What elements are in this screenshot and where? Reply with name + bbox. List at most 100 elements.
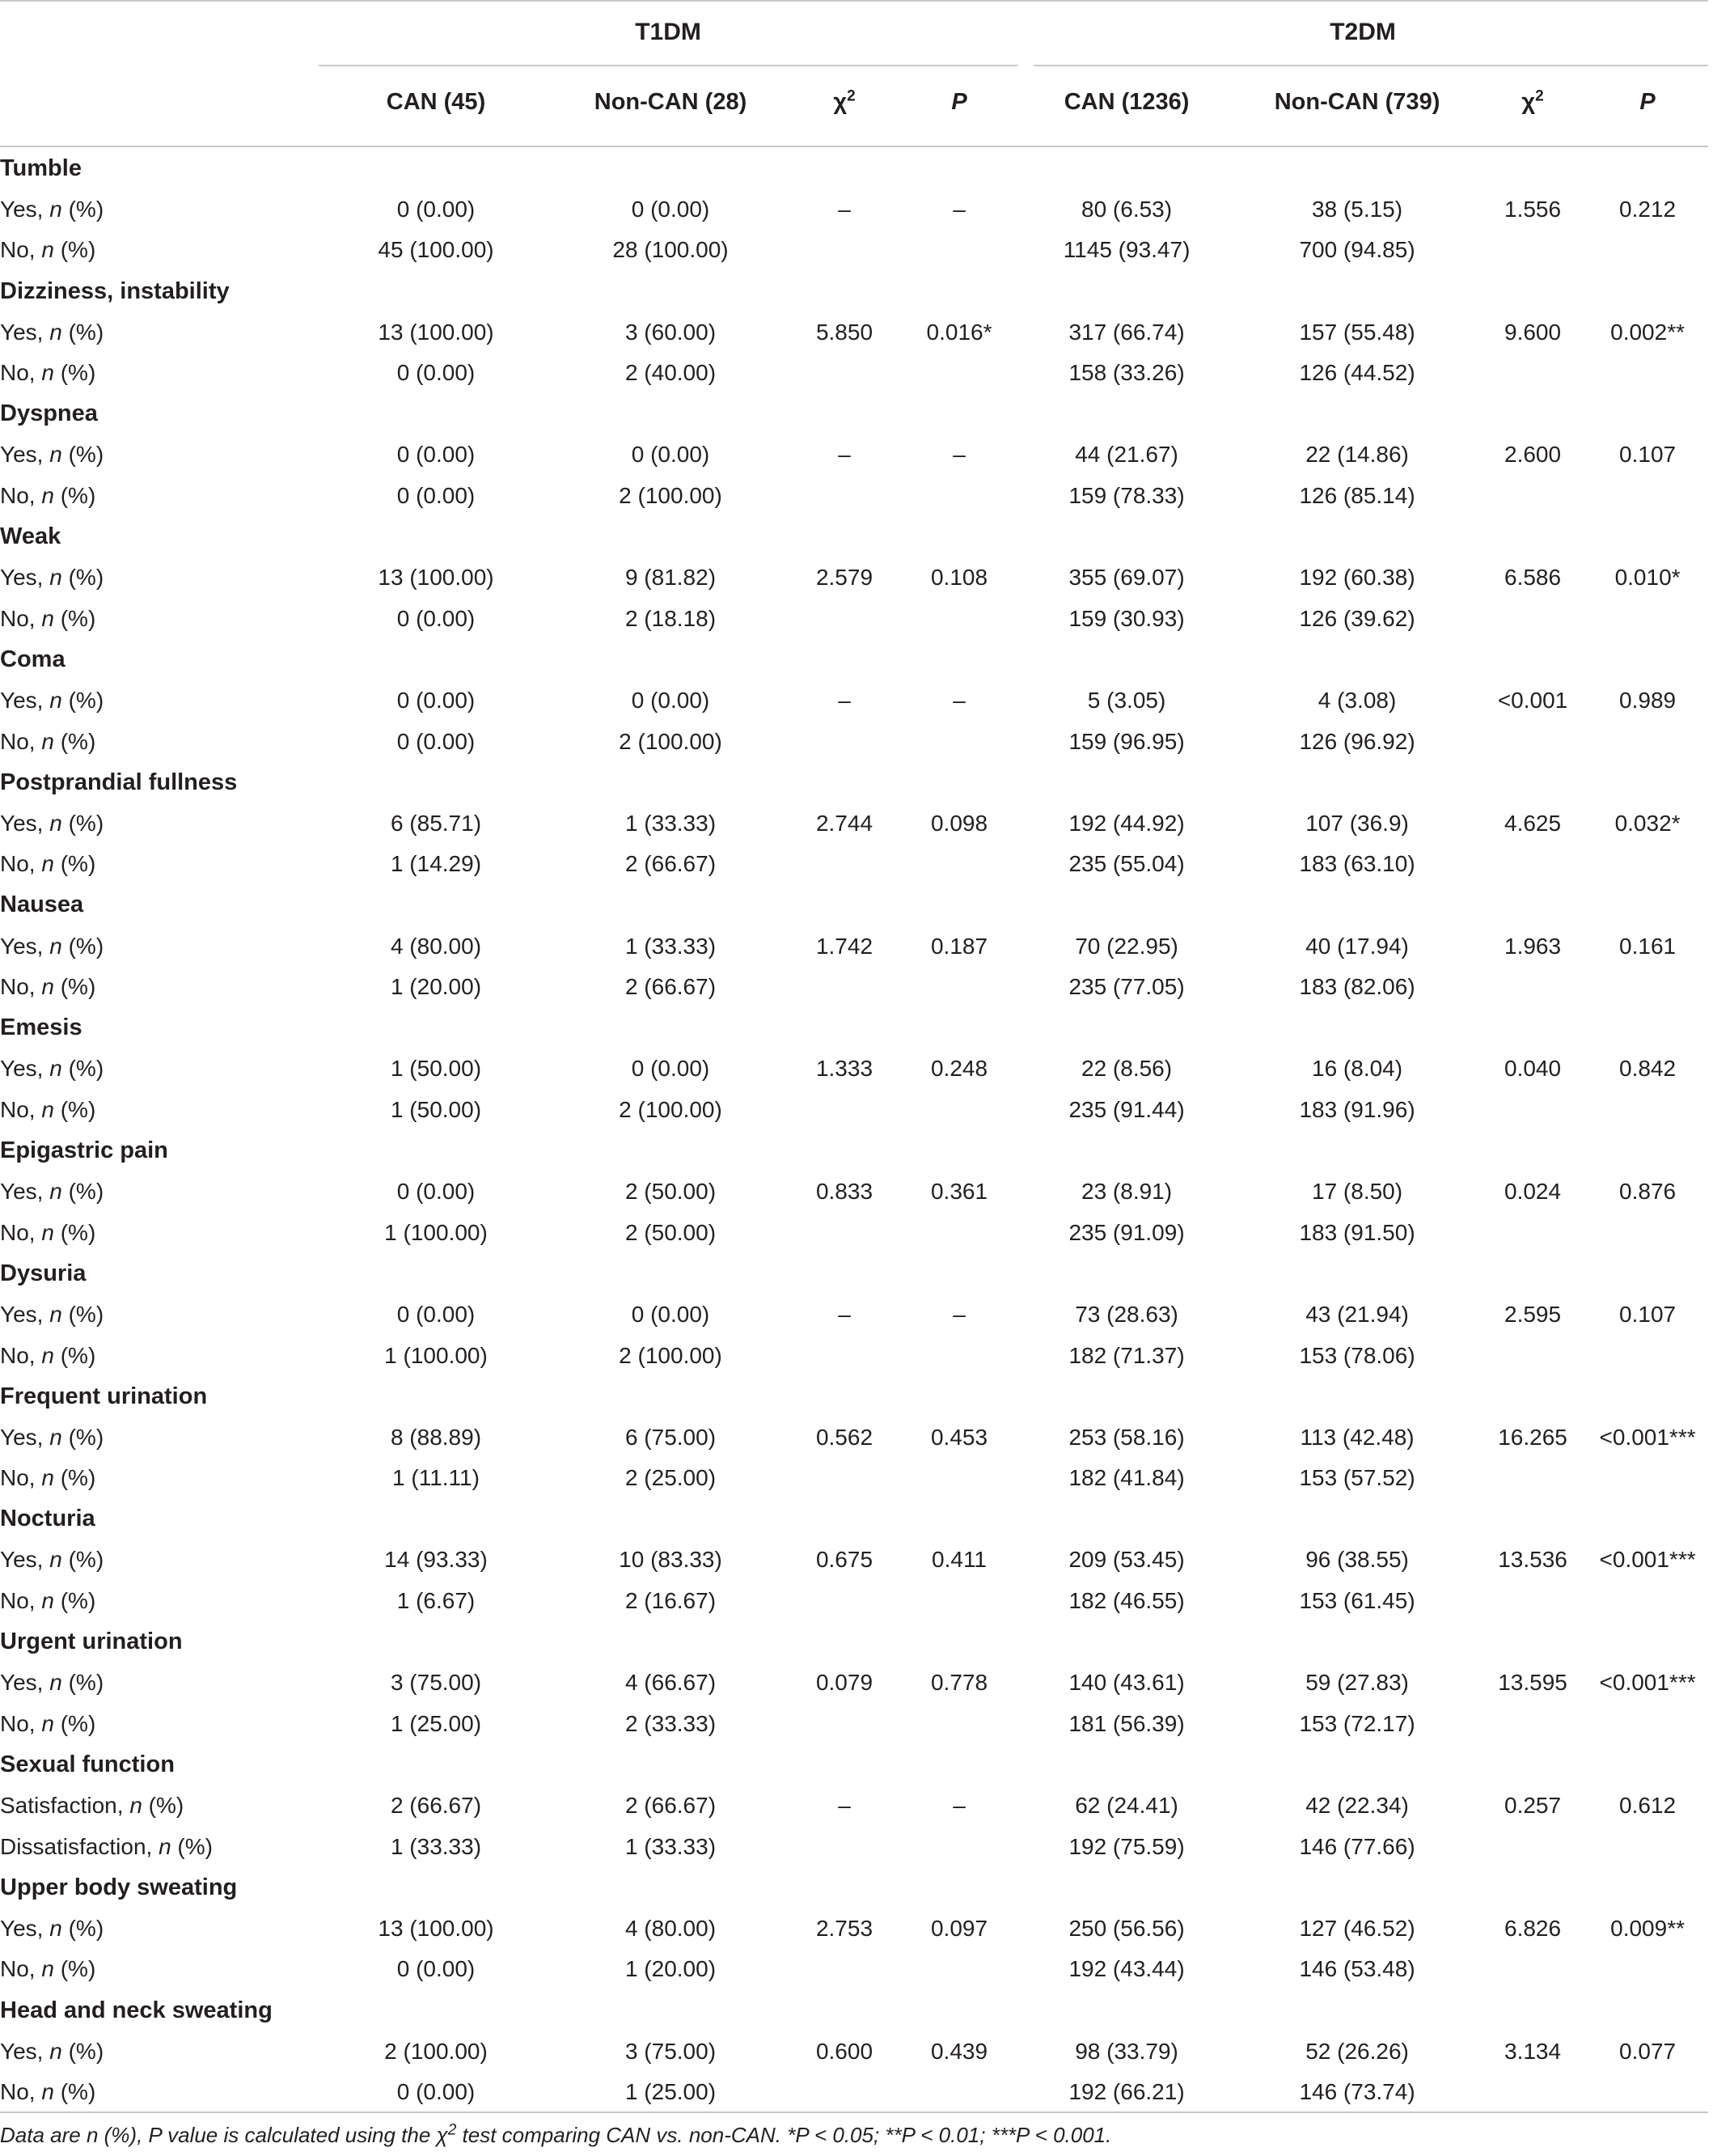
table-cell: 2 (40.00) (624, 360, 717, 386)
row-label-pre: No, (0, 1219, 42, 1245)
table-cell (1587, 844, 1708, 885)
row-label-n: n (41, 974, 54, 1000)
table-cell: 6 (85.71) (390, 810, 482, 836)
row-label-pre: Yes, (0, 810, 50, 836)
table-cell: 235 (91.44) (1068, 1096, 1185, 1122)
table-cell: 2 (16.67) (624, 1588, 717, 1614)
row-label-post: (%) (61, 933, 104, 959)
row-label-pre: Yes, (0, 688, 50, 714)
table-cell (788, 1090, 901, 1131)
row-label: Yes, n (%) (0, 311, 319, 353)
data-table: T1DM T2DM CAN (45) Non-CAN (28) χ2 P CAN (12… (0, 19, 1708, 2113)
table-cell: – (838, 1301, 851, 1327)
table-cell: 2.600 (1504, 442, 1562, 468)
table-cell: 192 (43.44) (1068, 1956, 1185, 1982)
table-row: Yes, n (%) 13 (100.00) 4 (80.00) 2.753 0.097… (0, 1908, 1708, 1950)
table-cell: 355 (69.07) (1068, 565, 1185, 591)
table-cell: 9.600 (1504, 319, 1562, 345)
table-cell (1478, 353, 1587, 394)
table-cell (901, 230, 1017, 271)
table-cell: 22 (14.86) (1305, 442, 1409, 468)
table-cell: 4 (80.00) (624, 1915, 717, 1941)
row-label: No, n (%) (0, 1458, 319, 1499)
row-label-pre: Yes, (0, 933, 50, 959)
table-cell: <0.001*** (1599, 1670, 1696, 1696)
table-cell: 2 (66.67) (624, 974, 717, 1000)
table-cell: – (953, 1301, 966, 1327)
row-label-pre: No, (0, 974, 42, 1000)
table-cell: 28 (100.00) (612, 237, 729, 263)
section-row: Emesis (0, 1007, 1708, 1048)
table-cell: 0.675 (815, 1547, 873, 1573)
table-cell: 0.562 (815, 1424, 873, 1450)
table-cell: – (838, 688, 851, 714)
row-label: No, n (%) (0, 476, 319, 517)
row-label-n: n (49, 1301, 62, 1327)
row-label-pre: Yes, (0, 1179, 50, 1205)
section-title: Tumble (0, 155, 82, 181)
row-label: No, n (%) (0, 2072, 319, 2113)
table-cell (1478, 1458, 1587, 1499)
table-cell (901, 1581, 1017, 1622)
section-row: Dyspnea (0, 394, 1708, 435)
table-cell (1478, 2072, 1587, 2113)
table-cell: 59 (27.83) (1305, 1670, 1409, 1696)
table-cell: 8 (88.89) (390, 1424, 482, 1450)
table-cell (901, 1090, 1017, 1131)
table-cell: 4 (3.08) (1318, 688, 1397, 714)
row-label-n: n (49, 1056, 62, 1082)
table-cell: 22 (8.56) (1081, 1056, 1173, 1082)
row-label: Satisfaction, n (%) (0, 1785, 319, 1827)
row-label-post: (%) (61, 688, 104, 714)
row-label-post: (%) (61, 1056, 104, 1082)
section-title: Nocturia (0, 1506, 95, 1532)
section-title: Dyspnea (0, 400, 98, 427)
section-row: Postprandial fullness (0, 762, 1708, 803)
table-cell: 1 (33.33) (624, 1833, 717, 1859)
table-cell (788, 353, 901, 394)
table-cell (788, 844, 901, 885)
table-cell: <0.001 (1497, 688, 1568, 714)
row-label-n: n (49, 196, 62, 222)
row-label-n: n (129, 1793, 142, 1819)
section-title: Epigastric pain (0, 1137, 168, 1164)
row-label-post: (%) (61, 1547, 104, 1573)
table-row: No, n (%) 1 (100.00) 2 (100.00) 182 (71.37)… (0, 1335, 1708, 1376)
table-row: No, n (%) 0 (0.00) 2 (18.18) 159 (30.93) 126… (0, 599, 1708, 640)
column-header: χ2 (1478, 65, 1587, 140)
table-cell: 3 (60.00) (624, 319, 717, 345)
table-cell: 1 (20.00) (624, 1956, 717, 1982)
row-label-n: n (41, 605, 54, 631)
column-header-superscript: 2 (847, 87, 856, 105)
table-cell (788, 1335, 901, 1376)
table-cell: 153 (61.45) (1299, 1588, 1415, 1614)
row-label-n: n (41, 360, 54, 386)
table-cell: 0 (0.00) (631, 1056, 710, 1082)
section-title: Sexual function (0, 1751, 175, 1777)
t2dm-group-rule (1034, 65, 1708, 66)
table-cell (1587, 1704, 1708, 1745)
table-cell: 4 (66.67) (624, 1670, 717, 1696)
table-cell: 2 (50.00) (624, 1179, 717, 1205)
table-cell: 0.010* (1614, 565, 1681, 591)
table-cell: 1 (25.00) (390, 1710, 482, 1736)
row-label: No, n (%) (0, 1335, 319, 1376)
table-cell: 96 (38.55) (1305, 1547, 1409, 1573)
table-cell: 0 (0.00) (396, 442, 476, 468)
table-row: No, n (%) 1 (14.29) 2 (66.67) 235 (55.04) 18… (0, 844, 1708, 885)
table-cell (788, 476, 901, 517)
table-cell (1478, 1704, 1587, 1745)
table-cell: 0.257 (1504, 1793, 1562, 1819)
table-row: Satisfaction, n (%) 2 (66.67) 2 (66.67) – – 6… (0, 1785, 1708, 1827)
table-row: No, n (%) 0 (0.00) 1 (20.00) 192 (43.44) 146… (0, 1949, 1708, 1990)
table-cell: 153 (78.06) (1299, 1342, 1415, 1368)
table-cell: 0.002** (1610, 319, 1685, 345)
column-header-label: χ (833, 89, 848, 115)
table-cell: – (838, 442, 851, 468)
table-cell: – (953, 688, 966, 714)
table-cell: 80 (6.53) (1081, 196, 1173, 222)
row-label-post: (%) (61, 1301, 104, 1327)
table-cell: 1 (50.00) (390, 1056, 482, 1082)
row-label-n: n (41, 1096, 54, 1122)
table-cell (1478, 1949, 1587, 1990)
